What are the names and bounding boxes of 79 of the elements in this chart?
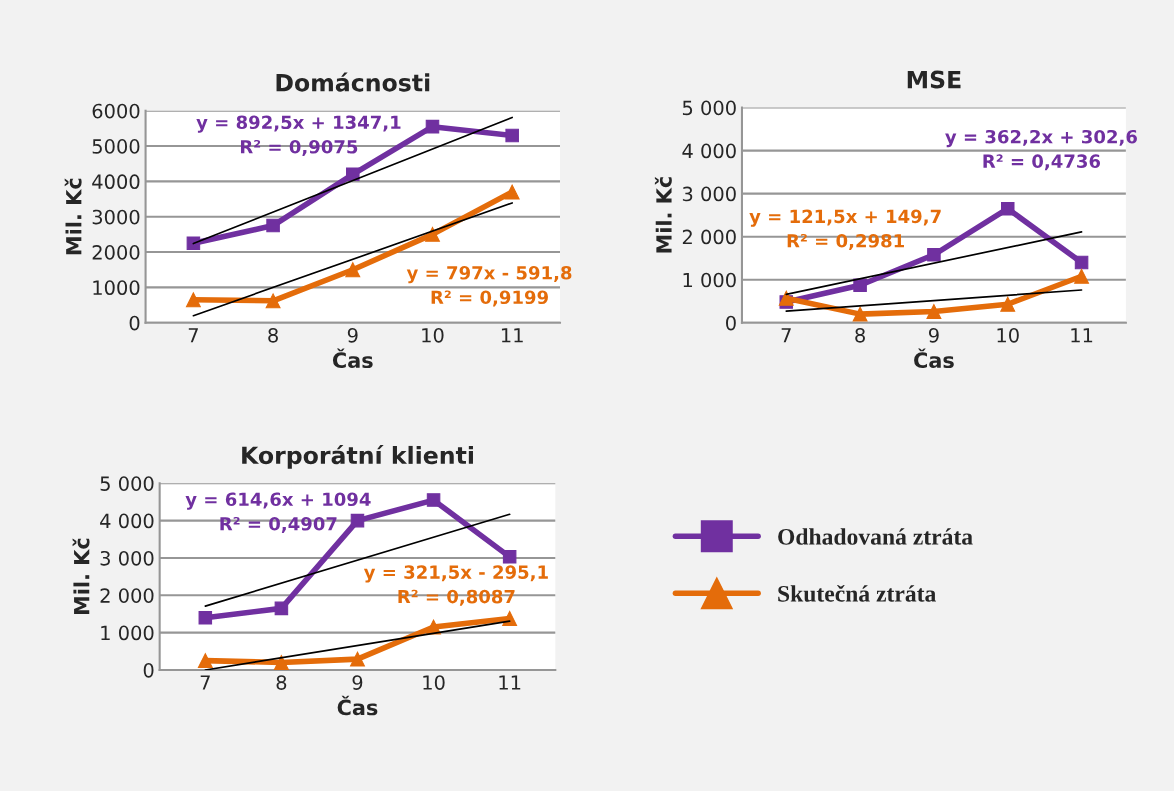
- y-tick-label: 4 000: [100, 513, 154, 529]
- point: [274, 601, 289, 616]
- y-tick-label: 5000: [92, 139, 140, 154]
- point: [852, 306, 868, 322]
- y-tick-label: 3000: [92, 209, 140, 225]
- y-tick-label: 5 000: [682, 100, 736, 116]
- point: [345, 262, 361, 278]
- point: [273, 655, 289, 670]
- x-tick-label: 8: [855, 327, 865, 343]
- x-tick-label: 7: [200, 675, 210, 690]
- x-tick-label: 7: [781, 328, 791, 343]
- legend-label: Odhadovaná ztráta: [778, 528, 973, 545]
- y-axis-title: Mil. Kč: [64, 178, 82, 255]
- point: [197, 653, 213, 669]
- chart-title: Korporátní klienti: [242, 444, 473, 469]
- point: [1000, 296, 1016, 312]
- point: [1074, 255, 1089, 270]
- annotation: y = 892,5x + 1347,1 R² = 0,9075: [196, 115, 401, 156]
- point: [425, 226, 440, 242]
- x-tick-label: 11: [501, 328, 523, 343]
- y-tick-label: 4000: [92, 174, 140, 190]
- x-axis-title: Čas: [337, 695, 378, 716]
- point: [425, 119, 440, 134]
- chart-title: Domácnosti: [276, 72, 430, 92]
- point: [186, 236, 201, 250]
- legend-label: Skutečná ztráta: [778, 584, 936, 602]
- point: [350, 513, 365, 528]
- y-tick-label: 3 000: [100, 550, 154, 566]
- point: [198, 610, 213, 625]
- point: [502, 550, 517, 564]
- point: [853, 278, 867, 293]
- annotation: y = 614,6x + 1094 R² = 0,4907: [185, 492, 371, 533]
- x-tick-label: 10: [422, 327, 444, 343]
- x-tick-label: 8: [276, 675, 287, 690]
- annotation: y = 797x - 591,8 R² = 0,9199: [406, 265, 572, 307]
- point: [505, 128, 519, 143]
- point: [1000, 201, 1015, 216]
- x-tick-label: 11: [499, 675, 521, 690]
- x-tick-label: 9: [347, 327, 358, 343]
- x-tick-label: 11: [1071, 328, 1093, 343]
- y-tick-label: 2 000: [100, 588, 154, 603]
- point: [778, 290, 794, 306]
- x-tick-label: 8: [268, 327, 278, 343]
- point: [502, 610, 518, 626]
- x-axis-title: Čas: [332, 348, 373, 369]
- x-tick-label: 7: [188, 328, 198, 343]
- point: [927, 247, 941, 262]
- x-axis-title: Čas: [914, 348, 954, 369]
- x-tick-label: 10: [997, 327, 1019, 343]
- y-tick-label: 1 000: [683, 272, 736, 288]
- annotation: y = 362,2x + 302,6 R² = 0,4736: [945, 129, 1137, 171]
- y-tick-label: 2000: [92, 245, 140, 260]
- y-tick-label: 0: [129, 315, 140, 331]
- point: [504, 184, 520, 200]
- point: [1074, 268, 1090, 284]
- y-tick-label: 6000: [92, 103, 140, 119]
- y-tick-label: 2 000: [682, 229, 736, 245]
- y-tick-label: 1000: [93, 280, 140, 296]
- y-tick-label: 4 000: [682, 143, 736, 159]
- point: [185, 292, 201, 308]
- point: [426, 493, 441, 507]
- point: [266, 218, 280, 233]
- y-tick-label: 0: [726, 315, 736, 331]
- annotation: y = 121,5x + 149,7 R² = 0,2981: [749, 209, 941, 250]
- point: [926, 304, 942, 319]
- point: [265, 293, 281, 309]
- x-tick-label: 10: [423, 675, 445, 690]
- x-tick-label: 9: [352, 675, 363, 690]
- point: [346, 167, 360, 182]
- y-axis-title: Mil. Kč: [654, 176, 672, 253]
- point: [350, 651, 365, 667]
- chart-title: MSE: [907, 70, 961, 89]
- y-axis-title: Mil. Kč: [72, 538, 90, 615]
- x-tick-label: 9: [928, 327, 939, 343]
- annotation: y = 321,5x - 295,1 R² = 0,8087: [363, 565, 548, 606]
- y-tick-label: 1 000: [101, 625, 154, 641]
- y-tick-label: 5 000: [100, 476, 154, 491]
- y-tick-label: 0: [143, 662, 154, 678]
- y-tick-label: 3 000: [682, 186, 736, 202]
